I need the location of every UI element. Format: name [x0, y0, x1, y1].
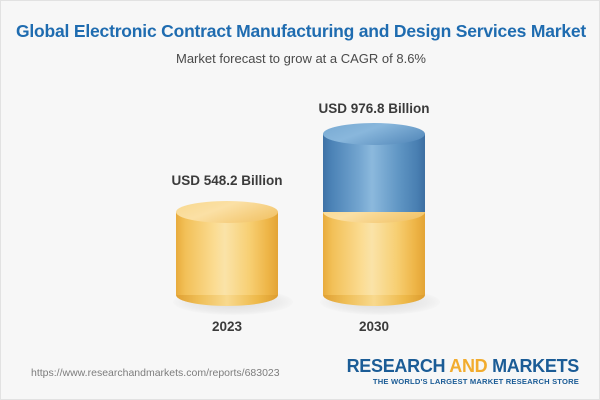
chart-footer: https://www.researchandmarkets.com/repor… — [1, 347, 599, 399]
logo-word-and: AND — [449, 356, 488, 376]
logo-tagline: THE WORLD'S LARGEST MARKET RESEARCH STOR… — [372, 377, 579, 386]
cylinder-top-ellipse — [176, 201, 278, 223]
bar-segment-2030-growth — [323, 123, 425, 212]
cylinder-body — [176, 212, 278, 295]
cylinder-body — [323, 134, 425, 212]
bar-segment-2030-base — [323, 201, 425, 306]
chart-subtitle: Market forecast to grow at a CAGR of 8.6… — [176, 51, 426, 67]
chart-header: Global Electronic Contract Manufacturing… — [1, 1, 599, 67]
bar-group-2023: USD 548.2 Billion 2023 — [127, 1, 327, 399]
logo-word-research: RESEARCH — [346, 356, 446, 376]
logo-wordmark: RESEARCH AND MARKETS — [346, 356, 580, 376]
report-url-link[interactable]: https://www.researchandmarkets.com/repor… — [31, 367, 280, 379]
bar-group-2030: USD 976.8 Billion 2030 — [274, 1, 474, 399]
cylinder-top-ellipse — [323, 123, 425, 145]
bar-category-label-2023: 2023 — [211, 319, 243, 334]
bar-value-label-2023: USD 548.2 Billion — [171, 173, 283, 188]
bar-value-label-2030: USD 976.8 Billion — [318, 101, 430, 116]
cylinder-body — [323, 212, 425, 295]
logo-word-markets: MARKETS — [492, 356, 579, 376]
bar-category-label-2030: 2030 — [358, 319, 390, 334]
research-and-markets-logo[interactable]: RESEARCH AND MARKETS THE WORLD'S LARGEST… — [346, 356, 580, 386]
page-title: Global Electronic Contract Manufacturing… — [15, 21, 587, 41]
bar-segment-2023-base — [176, 201, 278, 306]
